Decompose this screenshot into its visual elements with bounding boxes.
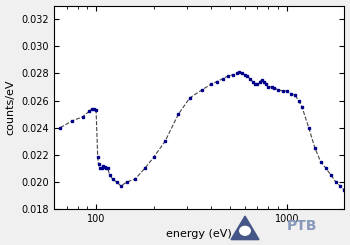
Text: PTB: PTB [287, 219, 317, 233]
Y-axis label: counts/eV: counts/eV [6, 80, 15, 135]
X-axis label: energy (eV): energy (eV) [166, 230, 232, 239]
Polygon shape [231, 216, 259, 240]
Circle shape [240, 226, 250, 235]
